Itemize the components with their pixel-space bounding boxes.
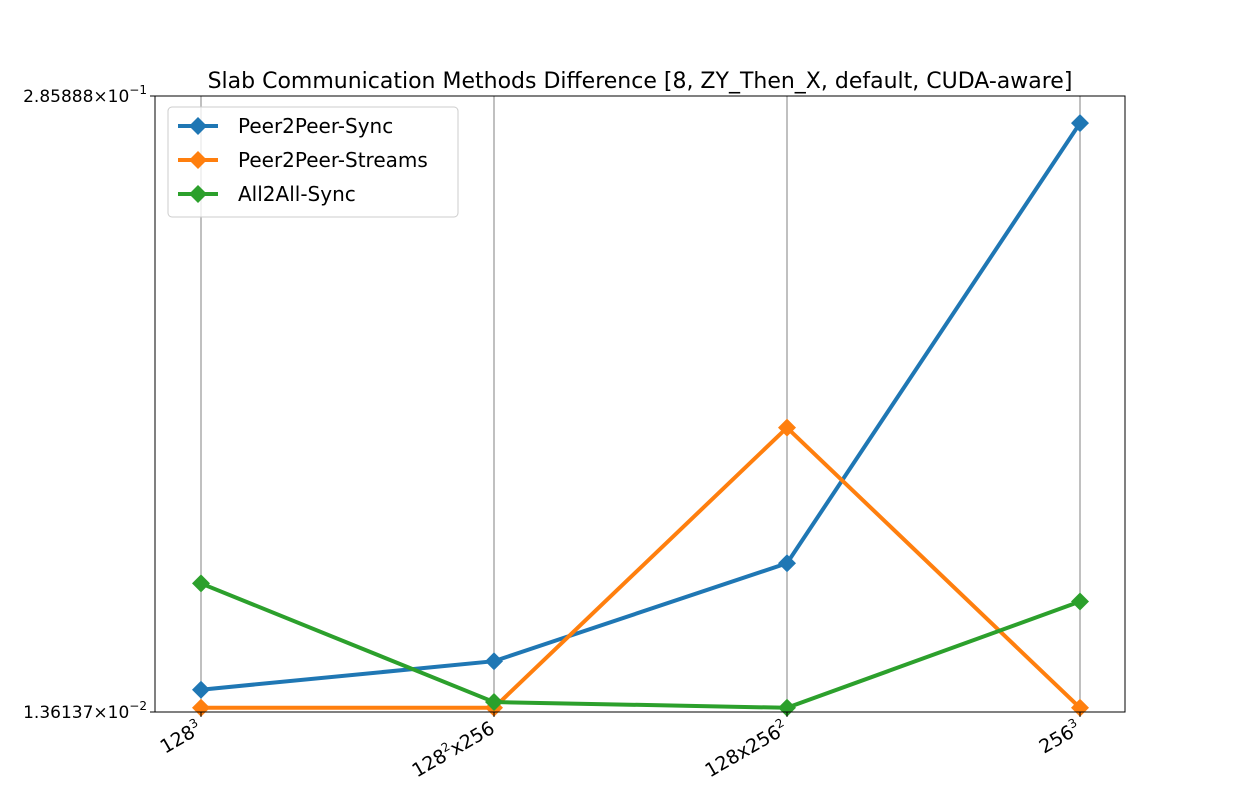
data-point — [1071, 114, 1089, 133]
series-peer2peer-streams — [192, 418, 1089, 717]
x-tick-label: 1282x256 — [407, 716, 498, 782]
y-tick-label: 2.85888×10−1 — [23, 83, 147, 107]
data-point — [485, 652, 503, 671]
x-tick-label: 128x2562 — [700, 716, 791, 782]
legend: Peer2Peer-Sync Peer2Peer-Streams All2All-S… — [167, 106, 459, 218]
x-tick-label: 2563 — [1034, 716, 1084, 759]
legend-label: All2All-Sync — [238, 182, 356, 206]
data-point — [1071, 592, 1089, 611]
x-axis: 1283 1282x256 128x2562 2563 — [155, 712, 1084, 782]
series-peer2peer-sync — [192, 114, 1089, 699]
y-axis: 2.85888×10−1 1.36137×10−2 — [23, 83, 155, 723]
plot-area — [154, 95, 1126, 713]
legend-label: Peer2Peer-Streams — [238, 148, 428, 172]
series-line — [200, 581, 1081, 710]
x-tick-label: 1283 — [155, 716, 205, 759]
legend-marker — [189, 117, 207, 135]
series-line — [200, 122, 1082, 692]
series-all2all-sync — [192, 574, 1089, 717]
chart-title: Slab Communication Methods Difference [8… — [208, 69, 1073, 94]
legend-marker — [189, 185, 207, 203]
legend-entry: Peer2Peer-Sync — [178, 114, 393, 138]
legend-label: Peer2Peer-Sync — [238, 114, 393, 138]
data-point — [485, 693, 503, 712]
data-point — [778, 554, 796, 573]
legend-marker — [189, 151, 207, 169]
data-point — [192, 574, 210, 593]
legend-entry: All2All-Sync — [178, 182, 356, 206]
legend-entry: Peer2Peer-Streams — [178, 148, 428, 172]
legend-box — [167, 106, 459, 218]
data-point — [192, 680, 210, 699]
y-tick-label: 1.36137×10−2 — [23, 699, 147, 723]
data-point — [778, 418, 796, 437]
series-line — [201, 425, 1082, 710]
